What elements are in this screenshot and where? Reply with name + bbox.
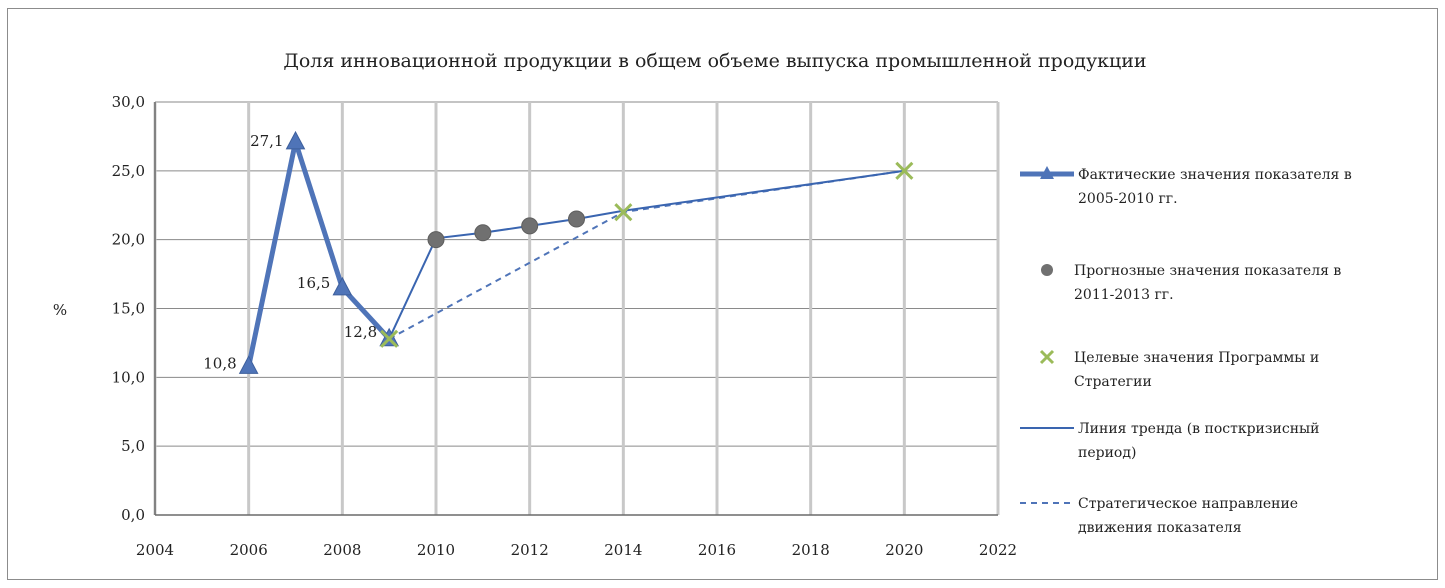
forecast-point bbox=[474, 224, 492, 242]
y-tick-label: 15,0 bbox=[112, 300, 145, 318]
legend-marker bbox=[1041, 264, 1053, 276]
legend-entry: Стратегическое направление движения показ… bbox=[1020, 496, 1298, 536]
plot-area: 10,8 27,1 16,5 12,8 bbox=[203, 130, 914, 374]
target-point bbox=[895, 161, 914, 180]
legend: Фактические значения показателя в 2005-20… bbox=[1020, 166, 1352, 536]
x-tick-label: 2014 bbox=[604, 541, 642, 559]
legend-label: Линия тренда (в посткризисный bbox=[1078, 421, 1320, 437]
legend-label: Стратегии bbox=[1074, 374, 1152, 390]
actual-data-label: 16,5 bbox=[297, 274, 330, 292]
y-axis-label: % bbox=[53, 301, 67, 319]
target-marker-stroke bbox=[614, 203, 633, 222]
legend-entry: Линия тренда (в посткризисный период) bbox=[1020, 421, 1320, 461]
target-marker-stroke bbox=[895, 161, 914, 180]
legend-label: период) bbox=[1078, 445, 1136, 461]
forecast-point bbox=[427, 231, 445, 249]
legend-marker bbox=[1039, 349, 1055, 365]
actual-point bbox=[332, 276, 353, 296]
x-tick-label: 2016 bbox=[698, 541, 736, 559]
target-point bbox=[380, 329, 399, 348]
legend-label: 2005-2010 гг. bbox=[1078, 191, 1178, 207]
y-tick-label: 30,0 bbox=[112, 93, 145, 111]
x-tick-label: 2012 bbox=[511, 541, 549, 559]
x-tick-label: 2020 bbox=[885, 541, 923, 559]
y-tick-label: 0,0 bbox=[121, 506, 145, 524]
trend-line bbox=[388, 169, 905, 340]
y-tick-label: 25,0 bbox=[112, 162, 145, 180]
axis-ticks: 0,0 5,0 10,0 15,0 20,0 25,0 30,0 2004 2006 2008 20… bbox=[112, 93, 1018, 559]
legend-marker bbox=[1040, 166, 1054, 179]
target-point bbox=[614, 203, 633, 222]
legend-entry: Целевые значения Программы и Стратегии bbox=[1039, 349, 1319, 390]
actual-point bbox=[238, 355, 259, 374]
legend-label: Целевые значения Программы и bbox=[1074, 350, 1319, 366]
forecast-point bbox=[521, 217, 539, 235]
forecast-point bbox=[568, 210, 585, 228]
actual-values-line bbox=[246, 139, 392, 367]
actual-data-label: 10,8 bbox=[203, 354, 236, 372]
actual-data-label: 12,8 bbox=[344, 323, 377, 341]
x-tick-label: 2018 bbox=[792, 541, 830, 559]
target-marker-stroke bbox=[380, 329, 399, 348]
actual-data-label: 27,1 bbox=[250, 132, 283, 150]
strategic-direction-line bbox=[388, 169, 905, 340]
y-tick-label: 10,0 bbox=[112, 368, 145, 386]
chart-title: Доля инновационной продукции в общем объ… bbox=[283, 50, 1146, 72]
x-tick-label: 2010 bbox=[417, 541, 455, 559]
x-tick-label: 2004 bbox=[136, 541, 174, 559]
y-tick-label: 20,0 bbox=[112, 231, 145, 249]
legend-label: Прогнозные значения показателя в bbox=[1074, 263, 1341, 279]
chart-frame bbox=[7, 8, 1438, 580]
x-tick-label: 2006 bbox=[230, 541, 268, 559]
actual-point bbox=[285, 130, 306, 150]
legend-label: Стратегическое направление bbox=[1078, 496, 1298, 512]
y-tick-label: 5,0 bbox=[121, 437, 145, 455]
legend-label: 2011-2013 гг. bbox=[1074, 287, 1174, 303]
legend-entry: Прогнозные значения показателя в 2011-201… bbox=[1041, 263, 1341, 303]
x-tick-label: 2008 bbox=[323, 541, 361, 559]
legend-label: движения показателя bbox=[1078, 520, 1242, 536]
grid bbox=[153, 101, 1000, 516]
legend-label: Фактические значения показателя в bbox=[1078, 167, 1352, 183]
legend-entry: Фактические значения показателя в 2005-20… bbox=[1020, 166, 1352, 207]
x-tick-label: 2022 bbox=[979, 541, 1017, 559]
